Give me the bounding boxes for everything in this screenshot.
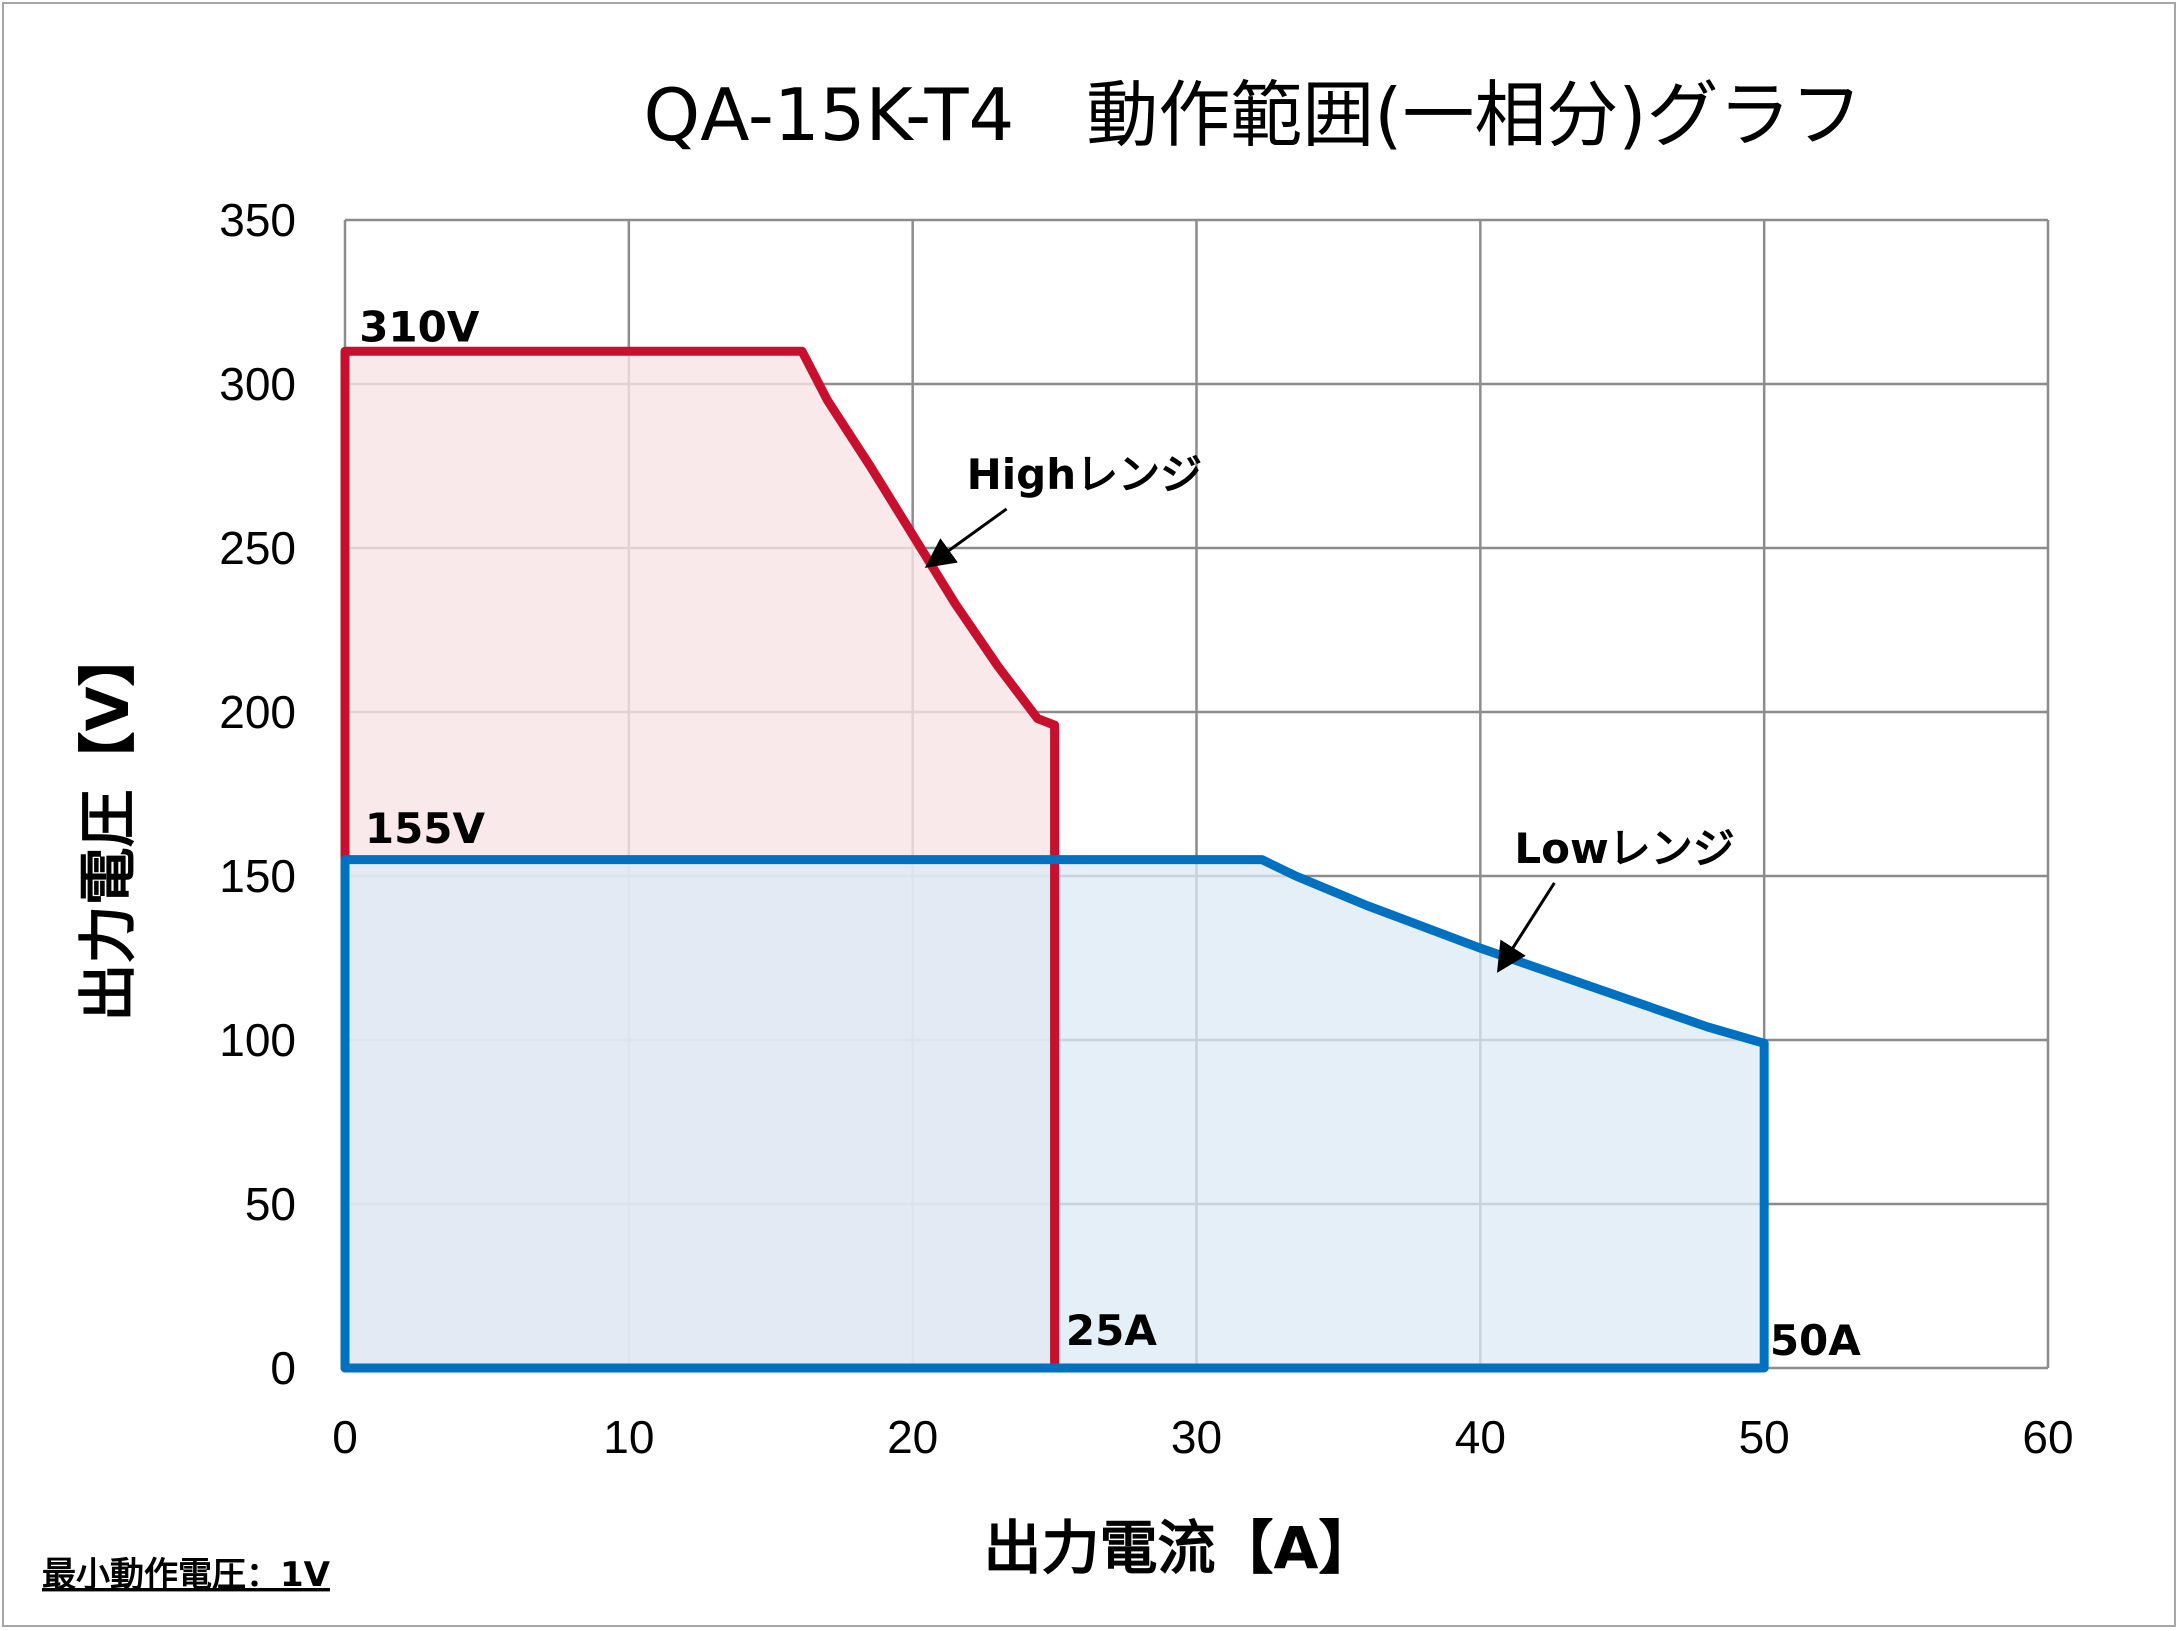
y-tick-label: 250: [219, 522, 296, 574]
annotation-label: Lowレンジ: [1514, 824, 1734, 873]
y-tick-label: 300: [219, 358, 296, 410]
y-tick-label: 150: [219, 850, 296, 902]
x-tick-label: 40: [1455, 1411, 1506, 1463]
x-tick-label: 50: [1739, 1411, 1790, 1463]
annotation-label: 25A: [1066, 1306, 1157, 1355]
y-tick-label: 200: [219, 686, 296, 738]
y-axis-label: 出力電圧【V】: [74, 629, 142, 1022]
series-line-low: [340, 855, 1769, 1373]
min-voltage-note: 最小動作電圧：1V: [42, 1555, 331, 1595]
y-axis-ticks: 0 50 100 150 200 250 300 350: [219, 194, 296, 1394]
range-lines: [340, 346, 1769, 1373]
x-tick-label: 0: [332, 1411, 358, 1463]
annotation-arrow: [1496, 882, 1556, 973]
x-axis-ticks: 0 10 20 30 40 50 60: [332, 1411, 2073, 1463]
y-tick-label: 100: [219, 1014, 296, 1066]
annotations: 310V 155V 25A 50A Highレンジ Lowレンジ: [359, 302, 1861, 1365]
x-tick-label: 20: [887, 1411, 938, 1463]
annotation-label: Highレンジ: [967, 450, 1203, 499]
y-tick-label: 0: [270, 1342, 296, 1394]
annotation-label: 310V: [359, 302, 480, 351]
annotation-arrow: [924, 507, 1008, 568]
annotation-label: 155V: [365, 804, 486, 853]
y-tick-label: 350: [219, 194, 296, 246]
y-tick-label: 50: [245, 1178, 296, 1230]
x-axis-label: 出力電流【A】: [984, 1514, 1377, 1582]
x-tick-label: 30: [1171, 1411, 1222, 1463]
annotation-label: 50A: [1770, 1316, 1861, 1365]
x-tick-label: 10: [603, 1411, 654, 1463]
chart-title: QA-15K-T4 動作範囲(一相分)グラフ: [644, 73, 1863, 157]
x-tick-label: 60: [2022, 1411, 2073, 1463]
